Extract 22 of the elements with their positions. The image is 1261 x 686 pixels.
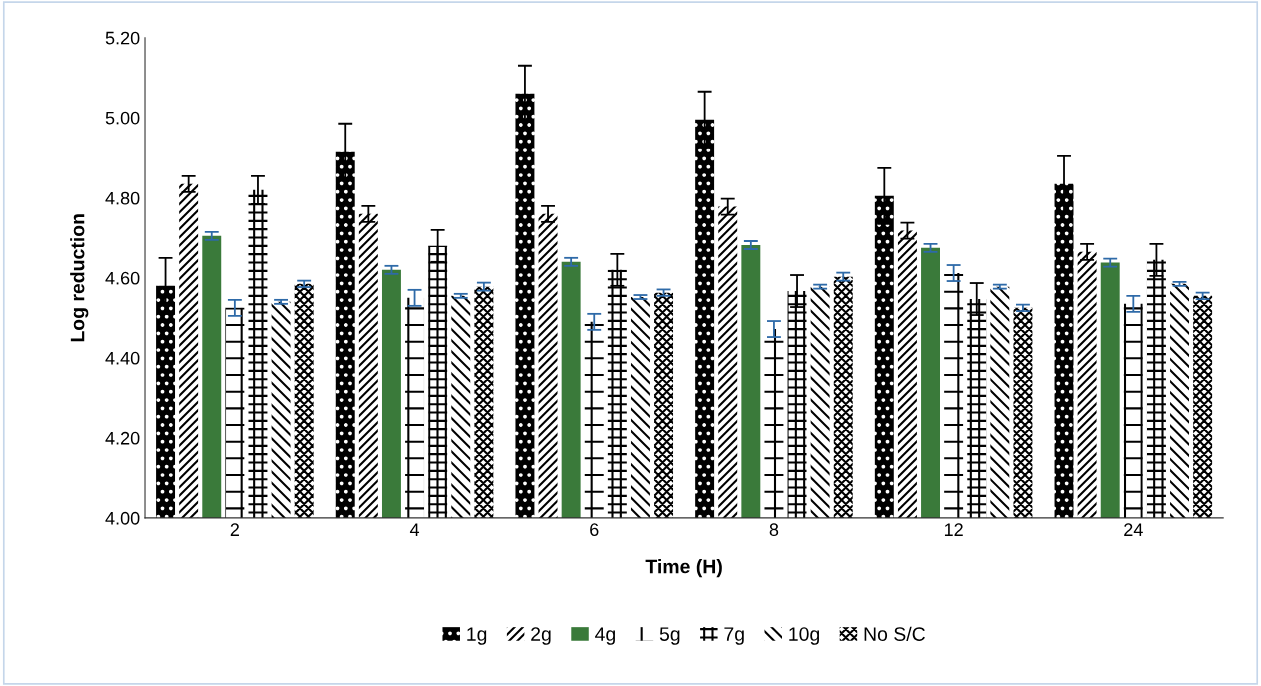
x-tick-label: 6 xyxy=(590,523,599,537)
legend-label: 10g xyxy=(789,627,820,645)
y-tick-label: 5.20 xyxy=(105,31,140,45)
x-axis-title: Time (H) xyxy=(645,559,722,578)
y-tick-label: 5.00 xyxy=(105,111,140,125)
x-tick-label: 24 xyxy=(1124,523,1143,536)
y-tick-label: 4.80 xyxy=(105,191,140,205)
legend-label: 1g xyxy=(467,627,487,645)
y-tick-label: 4.00 xyxy=(105,511,140,525)
legend-label: 4g xyxy=(595,627,615,645)
legend-label: 5g xyxy=(659,627,680,645)
x-tick-label: 12 xyxy=(944,523,963,536)
y-tick-label: 4.40 xyxy=(105,351,140,365)
y-tick-label: 4.60 xyxy=(105,271,140,285)
x-tick-label: 4 xyxy=(409,523,420,536)
x-tick-label: 8 xyxy=(769,523,779,537)
y-tick-label: 4.20 xyxy=(105,431,140,445)
y-axis-title: Log reduction xyxy=(70,214,89,342)
legend-label: 7g xyxy=(724,627,744,645)
legend-label: 2g xyxy=(531,627,551,645)
x-tick-label: 2 xyxy=(230,523,239,536)
legend-label: No S/C xyxy=(864,626,925,641)
